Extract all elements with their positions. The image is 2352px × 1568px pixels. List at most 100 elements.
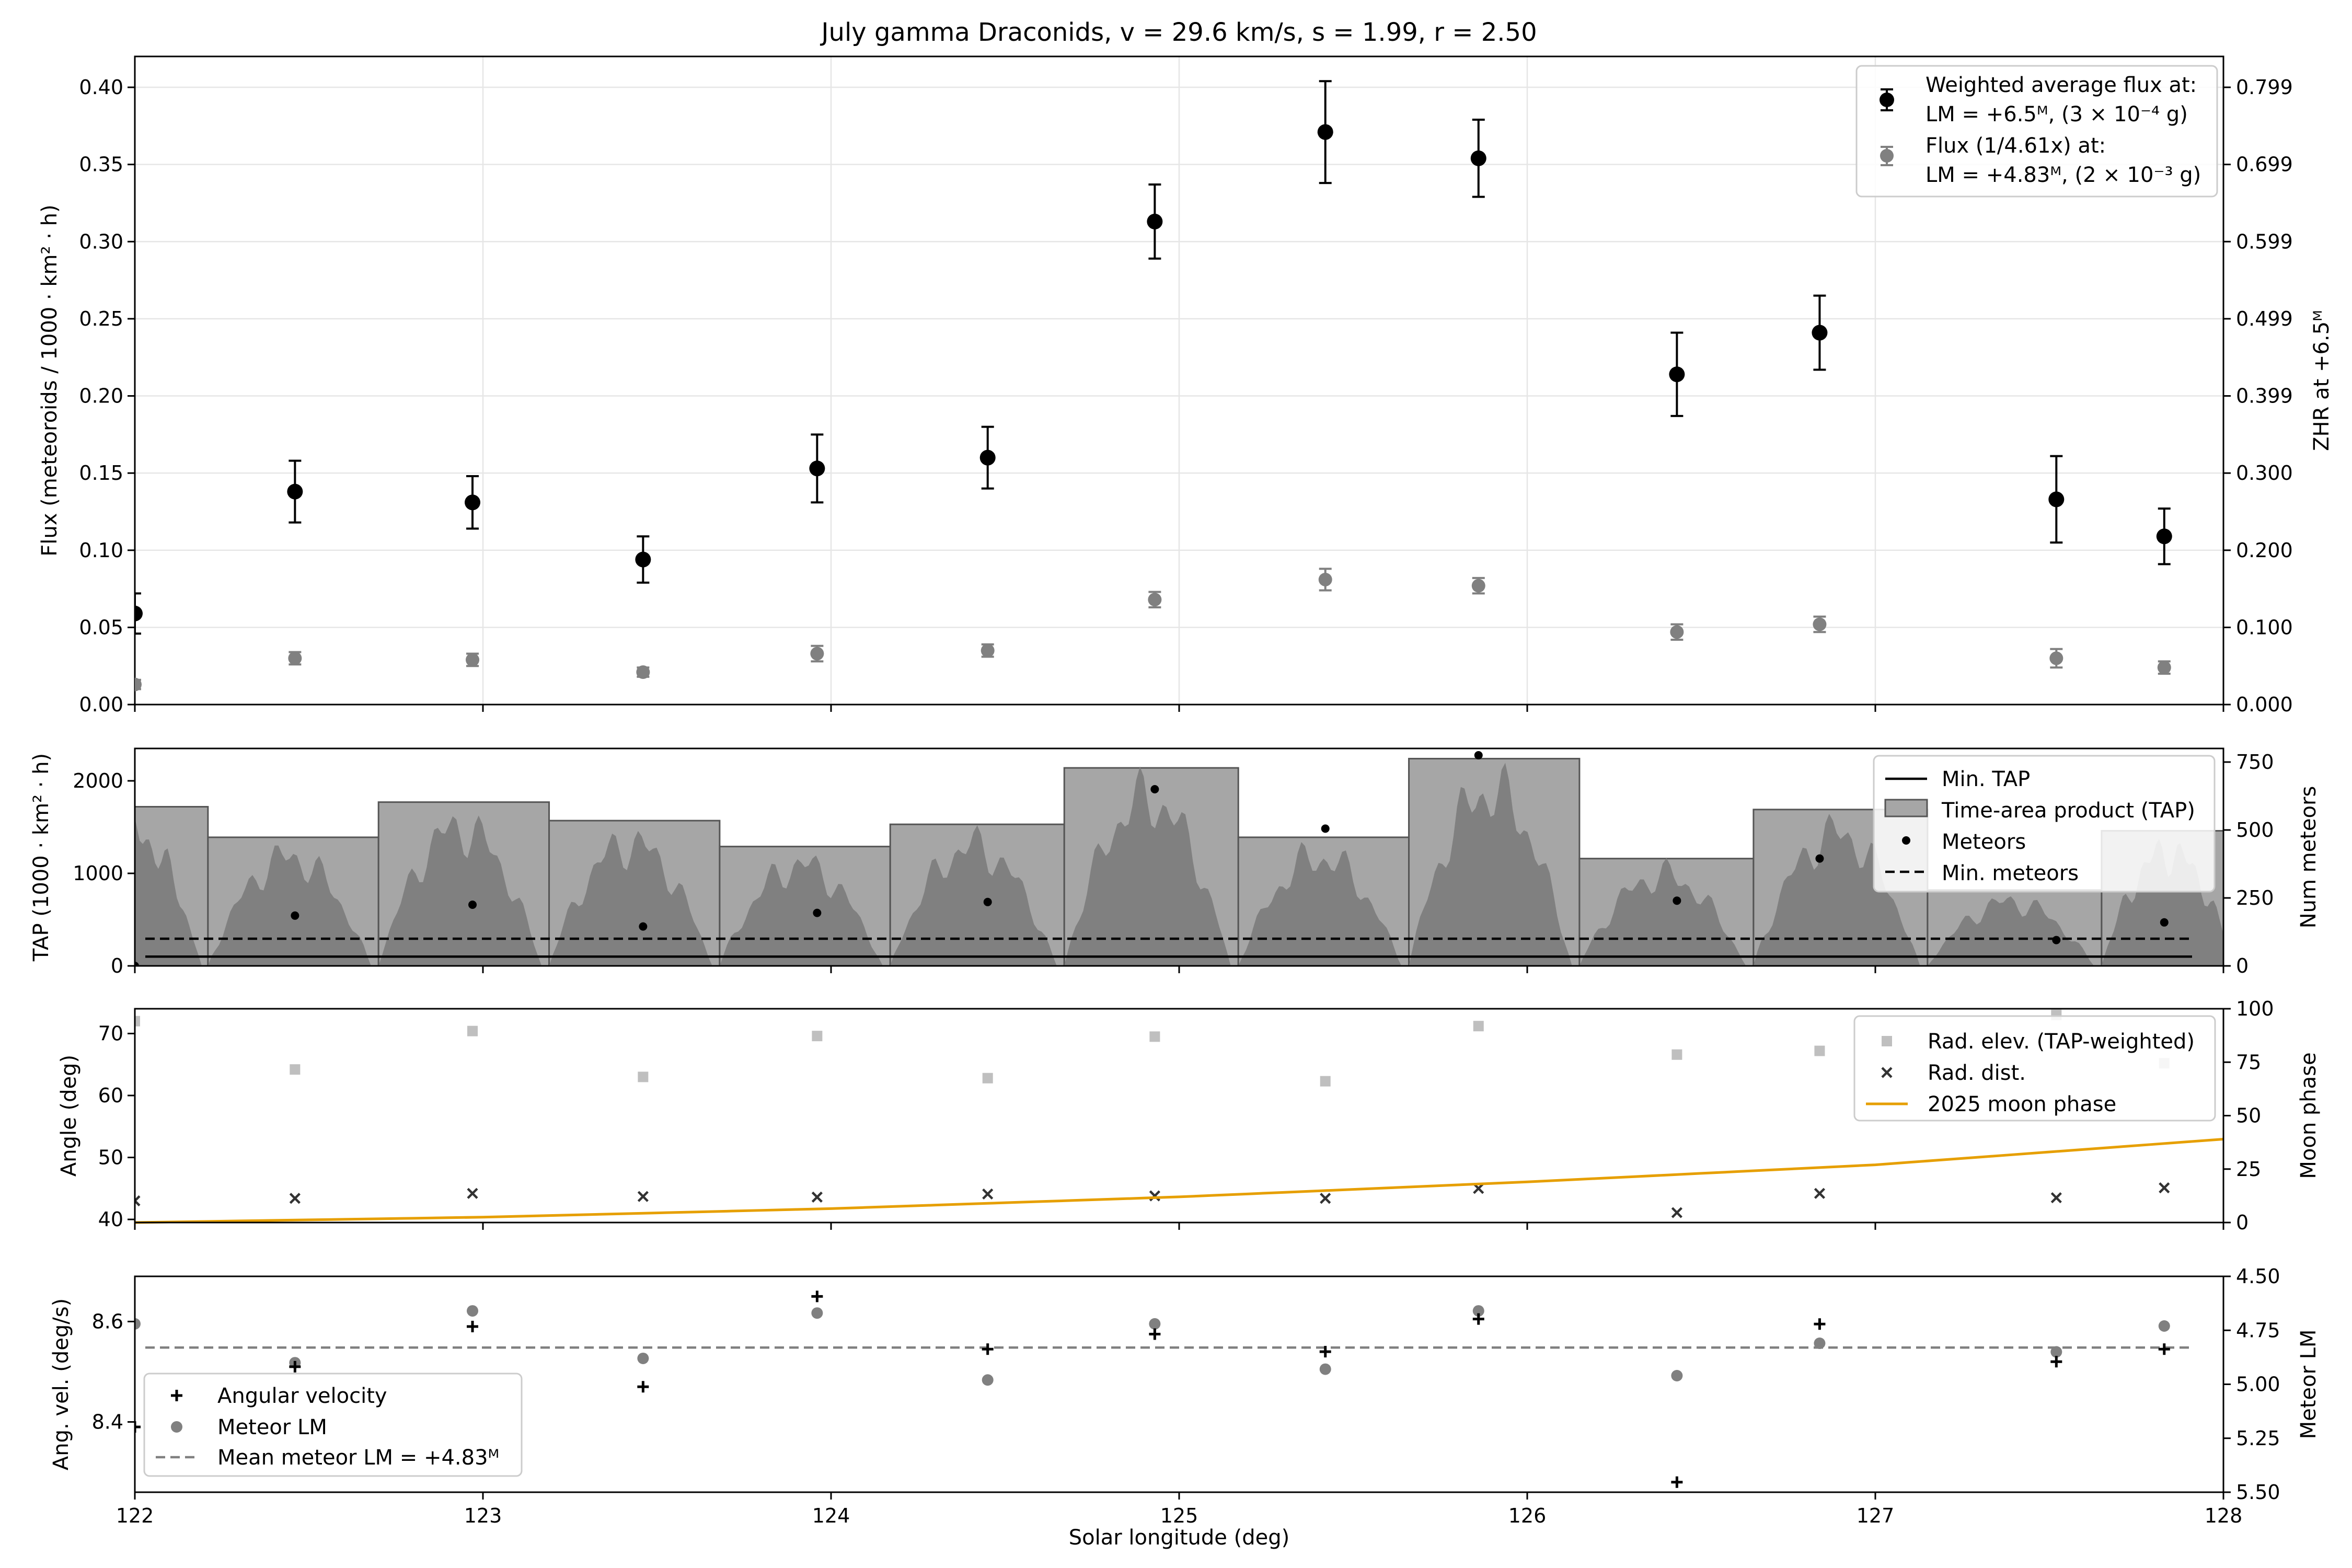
- legend-entry: Mean meteor LM = +4.83ᴹ: [217, 1446, 499, 1470]
- y2-tick-label: 500: [2236, 818, 2274, 841]
- flux-point: [2156, 528, 2172, 545]
- angular-velocity-point: [637, 1381, 649, 1393]
- grey-flux-point: [2157, 661, 2171, 675]
- meteor-count-point: [1321, 824, 1330, 833]
- tap-profile: [549, 831, 720, 966]
- meteor-lm-point: [2050, 1346, 2062, 1358]
- angular-velocity-point: [1149, 1328, 1161, 1340]
- legend-entry: Weighted average flux at:: [1926, 73, 2197, 97]
- legend-entry: 2025 moon phase: [1928, 1092, 2116, 1116]
- meteor-count-point: [639, 922, 648, 931]
- y-tick-label: 0.30: [79, 230, 123, 253]
- rad-dist-point: [2050, 1192, 2062, 1204]
- y-tick-label: 2000: [73, 769, 123, 792]
- y2-tick-label: 5.50: [2236, 1481, 2280, 1504]
- y2-tick-label: 0.699: [2236, 153, 2293, 176]
- rad-dist-point: [1320, 1193, 1331, 1204]
- angular-velocity-point: [1671, 1476, 1683, 1488]
- y-tick-label: 1000: [73, 862, 123, 885]
- y2-tick-label: 0.799: [2236, 76, 2293, 99]
- grey-flux-point: [636, 665, 650, 679]
- flux-point: [1812, 325, 1828, 341]
- tap-profile: [135, 817, 208, 966]
- grey-flux-point: [1471, 579, 1485, 593]
- legend-box: [1855, 65, 2218, 198]
- angular-velocity-point: [135, 1421, 141, 1433]
- meteor-lm-point: [1149, 1318, 1161, 1330]
- y-tick-label: 0.00: [79, 693, 123, 716]
- x-tick-label: 128: [2205, 1504, 2243, 1527]
- meteor-lm-point: [1319, 1363, 1331, 1375]
- flux-data: [135, 80, 2172, 691]
- y-tick-label: 50: [98, 1146, 123, 1169]
- flux-point: [1317, 124, 1333, 140]
- tap-profile: [1409, 763, 1579, 966]
- meteor-lm-point: [2158, 1320, 2170, 1332]
- y2-axis-label: ZHR at +6.5ᴹ: [2310, 310, 2334, 451]
- y2-tick-label: 0.399: [2236, 385, 2293, 408]
- tap-profile: [378, 815, 549, 966]
- angle-panel: 40 50 60 70 0 25 50 75 100 Angle (deg) Moon phase R…: [57, 997, 2321, 1234]
- velocity-panel: 122 123 124 125 126 127 128 8.4 8.6 4.50 4.75 5.00 5…: [49, 1265, 2321, 1527]
- rad-dist-point: [1149, 1190, 1160, 1202]
- legend-marker: [1880, 93, 1894, 107]
- angular-velocity-point: [811, 1290, 823, 1302]
- legend-marker: [1884, 799, 1928, 817]
- y2-tick-label: 250: [2236, 886, 2274, 909]
- meteor-count-point: [1150, 785, 1159, 793]
- y2-tick-label: 4.75: [2236, 1319, 2280, 1342]
- rad-elev-point: [290, 1064, 301, 1075]
- angle-data: [135, 1009, 2223, 1224]
- y-tick-label: 0: [111, 954, 123, 977]
- flux-point: [465, 494, 481, 511]
- angular-velocity-point: [1319, 1346, 1331, 1358]
- flux-point: [635, 551, 651, 568]
- chart-title: July gamma Draconids, v = 29.6 km/s, s =…: [820, 18, 1537, 47]
- meteor-lm-point: [135, 1318, 141, 1330]
- grey-flux-point: [288, 651, 302, 665]
- legend-entry: Min. TAP: [1942, 767, 2030, 791]
- tap-profile: [1064, 766, 1239, 966]
- flux-point: [135, 605, 143, 621]
- grey-flux-point: [466, 653, 480, 667]
- flux-point: [287, 483, 303, 500]
- legend-entry: Min. meteors: [1942, 861, 2079, 885]
- angular-velocity-point: [1814, 1318, 1826, 1330]
- y2-axis-label: Meteor LM: [2297, 1330, 2321, 1439]
- tap-profile: [207, 845, 379, 966]
- y-tick-label: 8.6: [92, 1310, 123, 1333]
- y-axis-label: Angle (deg): [57, 1055, 81, 1177]
- rad-elev-point: [812, 1031, 823, 1042]
- meteor-count-point: [1474, 751, 1483, 759]
- legend-marker: [1882, 1036, 1892, 1046]
- y2-tick-label: 5.00: [2236, 1373, 2280, 1396]
- y2-axis-label: Num meteors: [2297, 786, 2321, 929]
- meteor-lm-point: [1472, 1305, 1484, 1317]
- legend-marker: [171, 1390, 182, 1401]
- meteor-lm-point: [1814, 1338, 1826, 1350]
- flux-point: [809, 460, 825, 477]
- legend-entry: Rad. dist.: [1928, 1061, 2026, 1085]
- flux-error-bar: [135, 592, 141, 635]
- y2-tick-label: 0.300: [2236, 462, 2293, 485]
- velocity-data: [135, 1290, 2192, 1488]
- rad-dist-point: [982, 1188, 994, 1200]
- grey-flux-point: [810, 647, 824, 661]
- y-axis-label: Ang. vel. (deg/s): [49, 1298, 73, 1470]
- flux-point: [2048, 491, 2065, 508]
- x-tick-label: 123: [464, 1504, 502, 1527]
- meteor-lm-point: [637, 1352, 649, 1364]
- y2-tick-label: 0.599: [2236, 230, 2293, 253]
- tap-profile: [890, 825, 1065, 966]
- meteor-count-point: [135, 962, 139, 966]
- x-tick-label: 125: [1160, 1504, 1198, 1527]
- legend-entry: LM = +6.5ᴹ, (3 × 10⁻⁴ g): [1926, 102, 2188, 126]
- flux-point: [1470, 150, 1486, 166]
- tap-profile: [1927, 896, 2102, 966]
- rad-elev-point: [1149, 1031, 1160, 1042]
- tap-profile: [1753, 814, 1928, 966]
- rad-elev-point: [638, 1071, 649, 1082]
- rad-dist-point: [1814, 1187, 1826, 1199]
- meteor-lm-point: [811, 1307, 823, 1319]
- x-tick-label: 124: [812, 1504, 850, 1527]
